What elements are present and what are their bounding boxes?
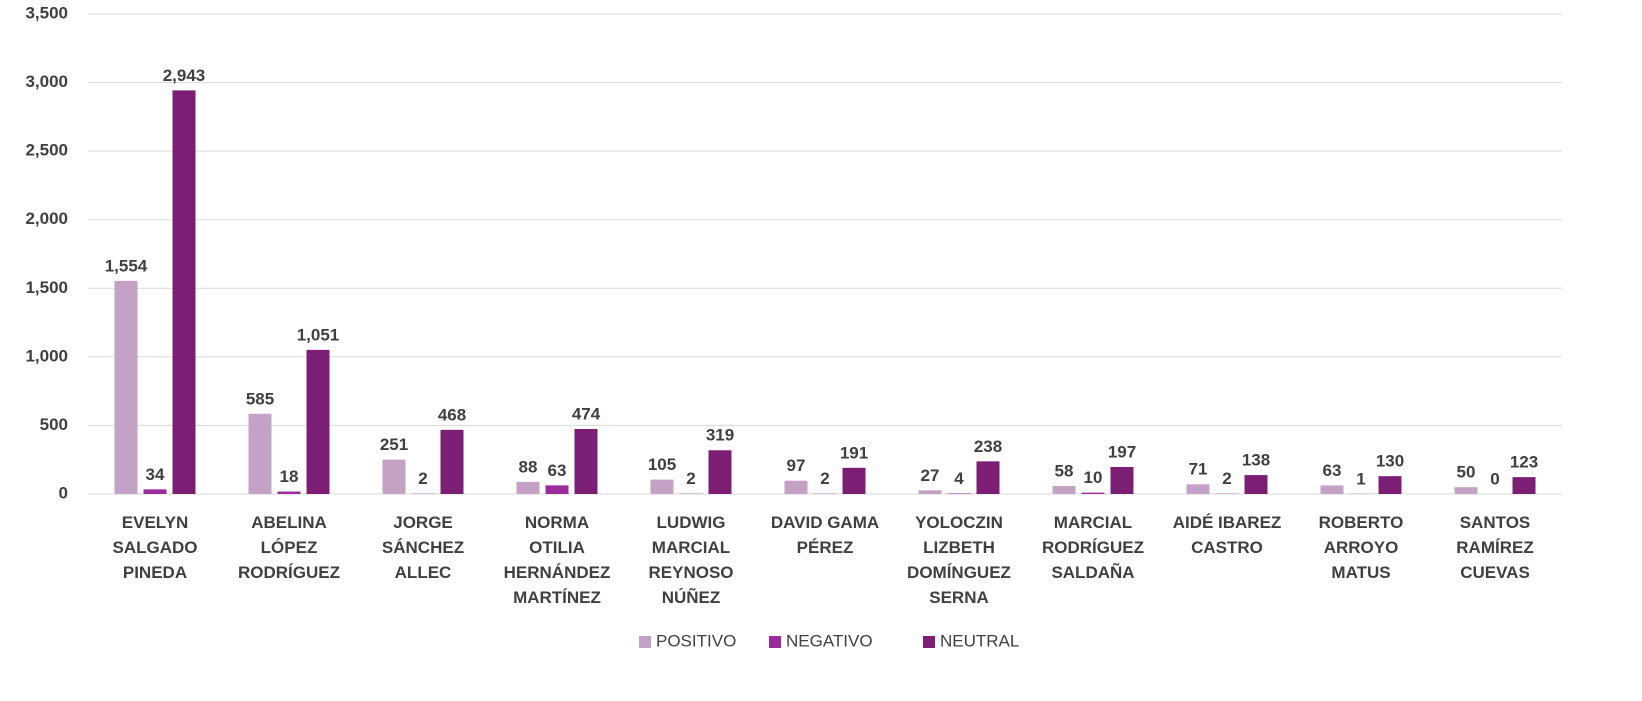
data-label: 97	[787, 456, 806, 475]
data-label: 18	[280, 467, 299, 486]
data-label: 2	[418, 469, 427, 488]
bar	[516, 481, 540, 494]
legend-swatch	[923, 636, 935, 648]
bar	[1186, 484, 1210, 494]
bar	[1052, 486, 1076, 494]
bar	[650, 479, 674, 494]
data-label: 71	[1189, 460, 1208, 479]
bar	[306, 349, 330, 494]
data-label: 88	[519, 457, 538, 476]
x-tick-label: ROBERTO ARROYO MATUS	[1318, 513, 1404, 582]
bar	[1244, 475, 1268, 494]
bar	[918, 490, 942, 494]
data-label: 63	[1323, 461, 1342, 480]
bar	[143, 489, 167, 494]
legend-label: NEGATIVO	[786, 631, 873, 650]
bar	[172, 90, 196, 494]
y-tick-label: 3,000	[25, 72, 68, 91]
data-label: 251	[380, 435, 408, 454]
y-tick-label: 3,500	[25, 3, 68, 22]
bar	[1110, 466, 1134, 494]
bar	[248, 413, 272, 494]
data-label: 1,554	[105, 256, 148, 275]
y-tick-label: 2,000	[25, 209, 68, 228]
x-tick-label: AIDÉ IBAREZ CASTRO	[1172, 513, 1282, 557]
data-label: 10	[1084, 468, 1103, 487]
data-label: 27	[921, 466, 940, 485]
legend-swatch	[639, 636, 651, 648]
data-label: 34	[146, 465, 165, 484]
bar	[277, 491, 301, 494]
bar	[1454, 487, 1478, 494]
data-label: 191	[840, 443, 868, 462]
data-label: 130	[1376, 452, 1404, 471]
bar	[440, 429, 464, 494]
data-label: 2,943	[163, 66, 206, 85]
data-label: 2	[1222, 469, 1231, 488]
data-label: 138	[1242, 451, 1270, 470]
bar	[842, 467, 866, 494]
x-tick-label: NORMA OTILIA HERNÁNDEZ MARTÍNEZ	[503, 513, 611, 607]
x-tick-label: LUDWIG MARCIAL REYNOSO NÚÑEZ	[648, 513, 734, 607]
data-label: 105	[648, 455, 676, 474]
data-label: 1	[1356, 469, 1365, 488]
bar	[1512, 477, 1536, 494]
bar	[1081, 492, 1105, 494]
y-tick-label: 2,500	[25, 141, 68, 160]
x-tick-label: JORGE SÁNCHEZ ALLEC	[381, 513, 465, 582]
data-label: 63	[548, 461, 567, 480]
legend-label: NEUTRAL	[940, 631, 1019, 650]
data-label: 585	[246, 389, 274, 408]
data-label: 50	[1457, 463, 1476, 482]
bar	[947, 493, 971, 494]
bar	[114, 280, 138, 494]
data-label: 2	[686, 469, 695, 488]
bar	[382, 459, 406, 494]
y-tick-label: 1,000	[25, 346, 68, 365]
data-label: 197	[1108, 442, 1136, 461]
x-tick-label: DAVID GAMA PÉREZ	[770, 513, 880, 557]
bar	[708, 450, 732, 494]
bar	[545, 485, 569, 494]
data-label: 468	[438, 405, 466, 424]
x-tick-label: MARCIAL RODRÍGUEZ SALDAÑA	[1042, 513, 1144, 582]
y-tick-label: 1,500	[25, 278, 68, 297]
data-label: 58	[1055, 462, 1074, 481]
x-tick-label: SANTOS RAMÍREZ CUEVAS	[1456, 513, 1534, 582]
legend-swatch	[769, 636, 781, 648]
y-tick-label: 500	[40, 415, 68, 434]
bar	[1320, 485, 1344, 494]
bar	[784, 480, 808, 494]
x-tick-label: ABELINA LÓPEZ RODRÍGUEZ	[238, 513, 340, 582]
data-label: 0	[1490, 469, 1499, 488]
data-label: 2	[820, 469, 829, 488]
data-label: 1,051	[297, 325, 340, 344]
data-label: 4	[954, 469, 964, 488]
data-label: 123	[1510, 453, 1538, 472]
data-label: 319	[706, 426, 734, 445]
bar	[574, 428, 598, 494]
bar	[976, 461, 1000, 494]
legend-label: POSITIVO	[656, 631, 736, 650]
data-label: 238	[974, 437, 1002, 456]
x-tick-label: EVELYN SALGADO PINEDA	[112, 513, 198, 582]
y-tick-label: 0	[59, 483, 68, 502]
x-tick-label: YOLOCZIN LIZBETH DOMÍNGUEZ SERNA	[907, 513, 1011, 607]
bar	[1378, 476, 1402, 494]
data-label: 474	[572, 404, 601, 423]
